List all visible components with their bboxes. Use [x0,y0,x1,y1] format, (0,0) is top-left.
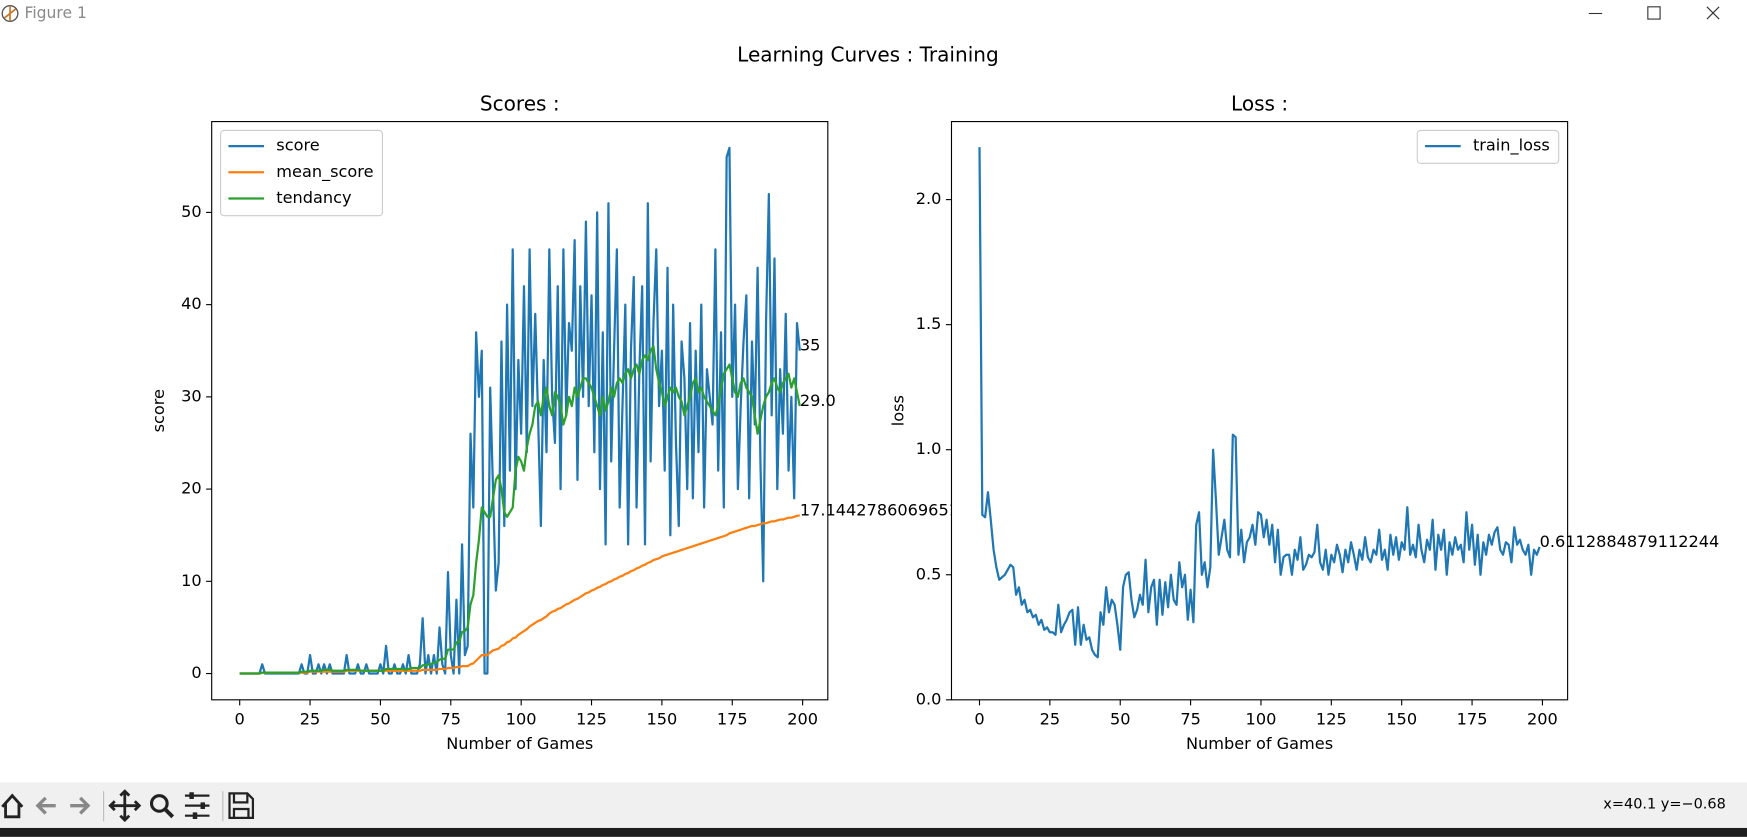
legend-label: mean_score [276,162,373,182]
save-button[interactable] [228,792,255,820]
y-tick-label: 0 [191,663,201,682]
legend-box [1416,129,1560,164]
x-tick-label: 100 [1246,709,1277,728]
annotation: 35 [800,336,821,355]
pan-button[interactable] [108,789,142,823]
y-axis-label: score [149,389,168,432]
toolbar: x=40.1 y=−0.68 [0,782,1747,828]
x-axis-label: Number of Games [1186,734,1333,753]
annotation: 0.6112884879112244 [1540,532,1720,551]
axes-frame [950,121,1569,701]
back-button[interactable] [35,796,56,815]
y-axis-label: loss [889,395,908,426]
axes-title: Scores : [480,91,560,115]
x-tick-label: 200 [1527,709,1558,728]
title-bar: Figure 1 [1,4,1720,22]
legend-label: score [276,136,319,155]
x-tick-label: 100 [506,709,537,728]
x-tick-label: 0 [235,709,245,728]
y-tick-label: 0.5 [916,564,942,583]
y-tick-label: 30 [181,386,202,405]
x-tick-label: 125 [1316,709,1347,728]
x-tick-label: 0 [974,709,984,728]
annotation: 17.144278606965174 [800,500,980,519]
toolbar-background [0,782,1747,828]
zoom-handle [163,807,175,819]
legend-label: tendancy [276,188,352,207]
data-line [978,147,1541,659]
x-tick-label: 125 [576,709,607,728]
axes: Loss : Number of Games loss 0 25 50 75 100 125 15… [889,91,1569,753]
data-line [239,146,801,675]
x-tick-label: 50 [370,709,391,728]
y-tick-label: 1.5 [916,314,942,333]
background-editor-strip [0,827,1747,837]
x-tick-label: 25 [1040,709,1061,728]
x-tick-label: 75 [1180,709,1201,728]
x-tick-label: 50 [1110,709,1131,728]
axes-background [951,121,1568,700]
zoom-button[interactable] [149,794,169,813]
forward-button[interactable] [70,796,91,815]
y-tick-label: 10 [181,571,202,590]
x-tick-label: 175 [717,709,748,728]
y-tick-label: 50 [181,202,202,221]
x-tick-label: 75 [441,709,462,728]
figure-title: Learning Curves : Training [737,42,999,66]
cursor-status: x=40.1 y=−0.68 [1603,797,1726,813]
app-icon-mark [3,5,17,22]
data-line [239,345,801,675]
window-title: Figure 1 [25,4,87,22]
x-tick-label: 150 [646,709,677,728]
x-axis-label: Number of Games [446,734,593,753]
legend-label: train_loss [1473,136,1550,156]
y-tick-label: 20 [181,479,202,498]
legend: score mean_score tendancy [220,129,384,217]
home-button[interactable] [1,793,24,819]
x-tick-label: 150 [1386,709,1417,728]
axes-frame [211,121,829,701]
annotation: 29.0 [800,391,836,410]
axes-title: Loss : [1231,91,1288,115]
y-tick-label: 0.0 [916,689,942,708]
x-tick-label: 200 [787,709,818,728]
y-tick-label: 2.0 [916,189,942,208]
legend-box [220,129,384,217]
close-button[interactable] [1706,6,1720,20]
legend: train_loss [1416,129,1560,164]
x-tick-label: 25 [300,709,321,728]
configure-sliders [189,792,206,820]
y-tick-label: 40 [181,294,202,313]
y-tick-label: 1.0 [916,439,942,458]
maximize-button[interactable] [1647,6,1661,20]
x-tick-label: 175 [1457,709,1488,728]
